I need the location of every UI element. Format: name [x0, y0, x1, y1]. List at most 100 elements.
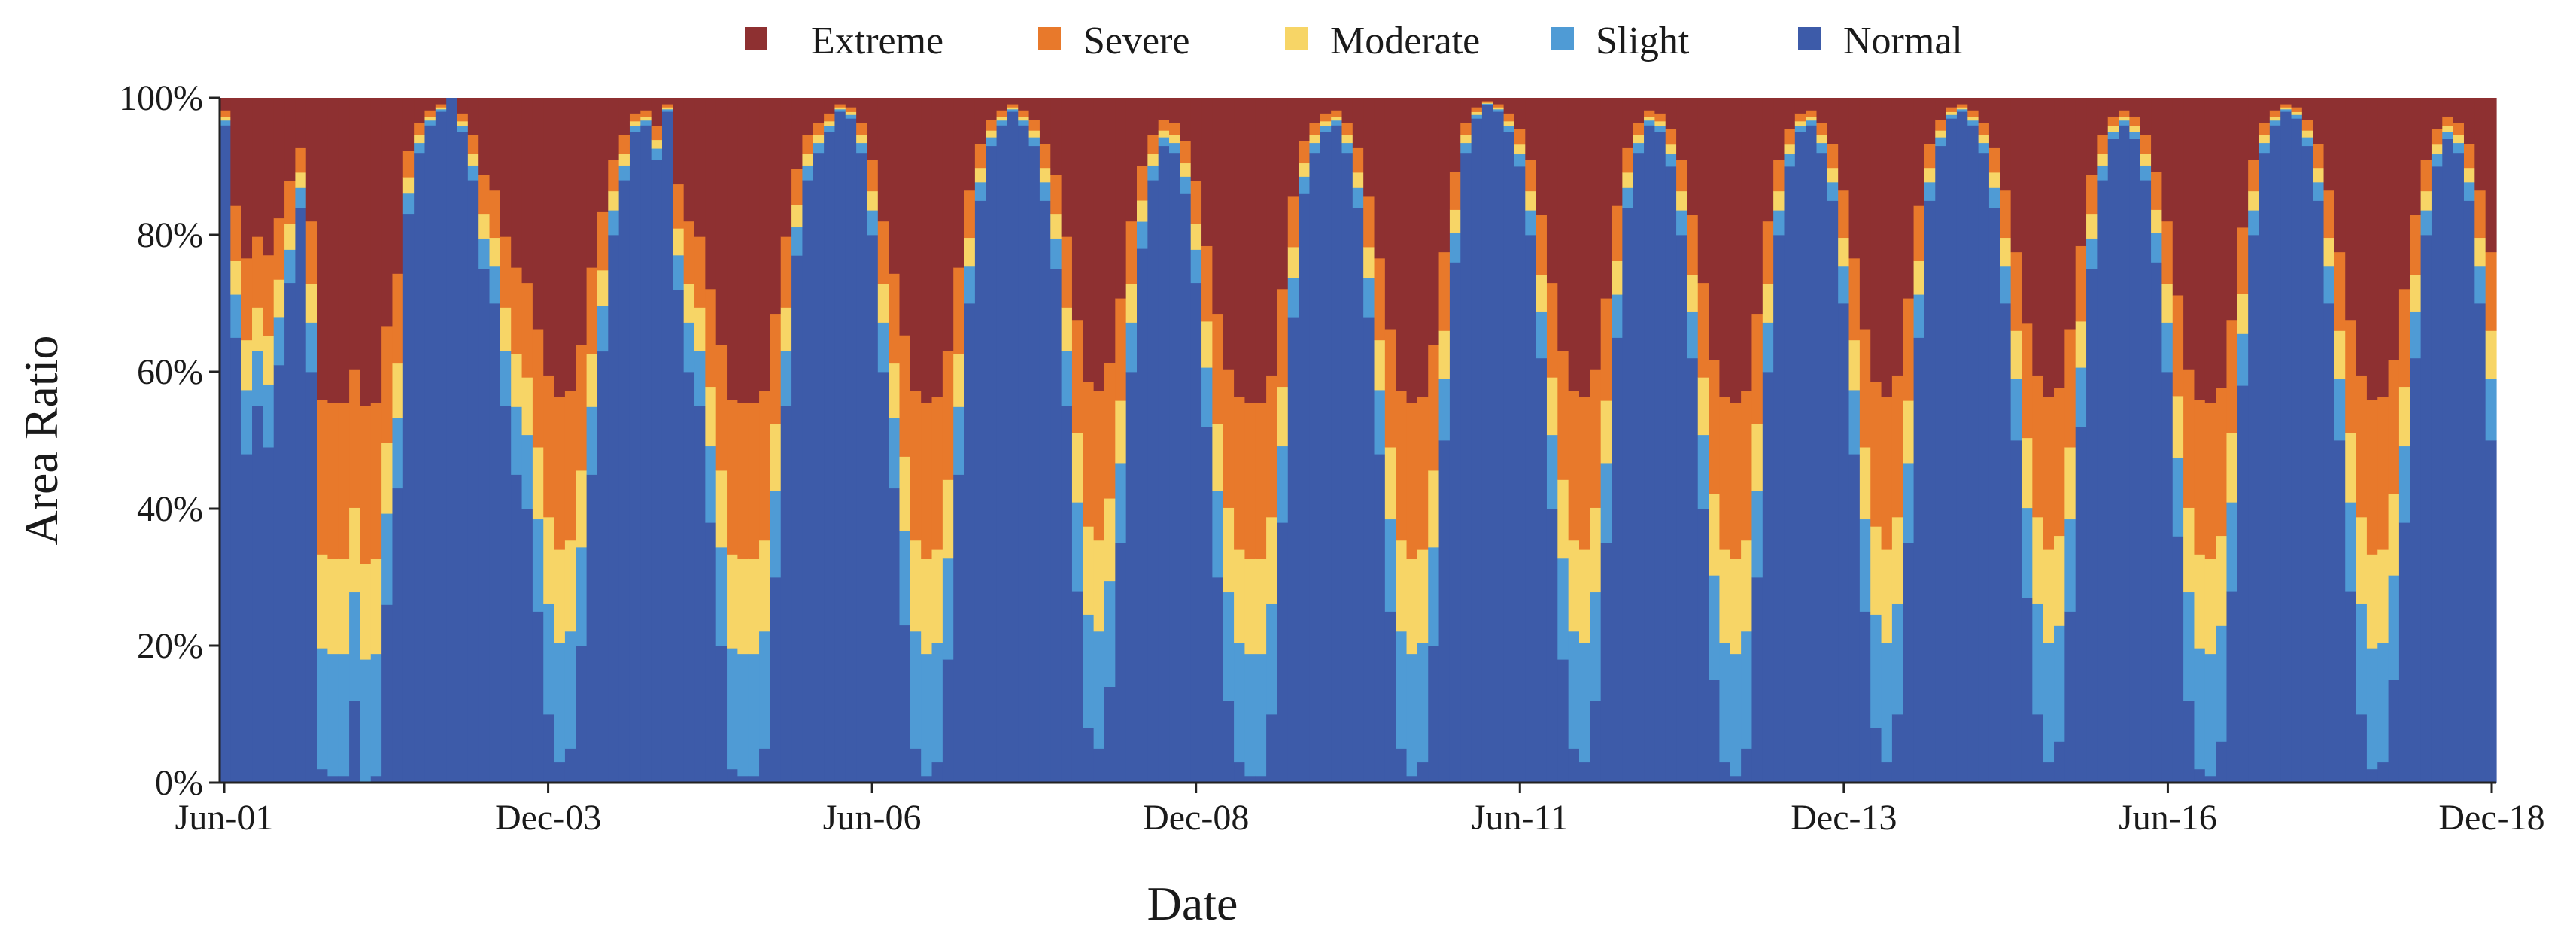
bar-segment-normal	[1622, 207, 1634, 783]
bar-segment-extreme	[1697, 98, 1709, 284]
bar-segment-normal	[1806, 125, 1818, 783]
bar-segment-moderate	[2086, 214, 2098, 239]
bar-segment-moderate	[2377, 549, 2389, 643]
bar-segment-moderate	[1924, 167, 1936, 183]
bar-segment-moderate	[2054, 535, 2065, 626]
bar-segment-moderate	[2107, 126, 2119, 132]
bar-segment-extreme	[1115, 98, 1127, 299]
legend-label-severe: Severe	[1083, 20, 1189, 62]
bar-segment-normal	[845, 118, 857, 783]
bar-segment-extreme	[1913, 98, 1925, 206]
bar-segment-normal	[780, 406, 792, 783]
bar-segment-moderate	[381, 442, 393, 514]
bar-segment-slight	[478, 238, 491, 269]
bar-segment-moderate	[1050, 214, 1062, 239]
bar-segment-severe	[974, 144, 986, 169]
bar-segment-extreme	[834, 98, 846, 105]
bar-segment-severe	[2086, 175, 2098, 215]
bar-segment-slight	[532, 519, 544, 612]
bar-segment-extreme	[1709, 98, 1721, 360]
bar-segment-severe	[2259, 122, 2271, 135]
bar-segment-moderate	[1158, 130, 1170, 138]
bar-segment-extreme	[1471, 98, 1483, 108]
bar-segment-slight	[2097, 165, 2109, 181]
bar-segment-normal	[1331, 125, 1343, 783]
bar-segment-moderate	[1913, 260, 1925, 295]
bar-segment-severe	[1406, 403, 1418, 560]
bar-segment-extreme	[2107, 98, 2119, 117]
bar-segment-moderate	[748, 558, 760, 655]
bar-segment-slight	[2151, 233, 2163, 263]
bar-segment-extreme	[618, 98, 630, 135]
bar-segment-slight	[1719, 642, 1731, 763]
bar-segment-extreme	[1363, 98, 1375, 197]
bar-segment-moderate	[1363, 247, 1375, 278]
bar-segment-slight	[2216, 625, 2228, 742]
bar-segment-normal	[1158, 145, 1170, 783]
bar-segment-extreme	[532, 98, 544, 330]
bar-segment-normal	[597, 351, 609, 783]
bar-segment-severe	[1903, 298, 1915, 401]
bar-segment-severe	[2334, 251, 2346, 331]
bar-segment-slight	[1460, 142, 1472, 154]
bar-segment-slight	[1557, 558, 1569, 660]
bar-segment-moderate	[996, 116, 1008, 121]
bar-segment-moderate	[1406, 558, 1418, 655]
bar-segment-severe	[1137, 166, 1148, 201]
bar-segment-slight	[2226, 502, 2238, 592]
legend-swatch-moderate	[1285, 27, 1308, 50]
bar-segment-slight	[2463, 181, 2475, 201]
bar-segment-moderate	[2398, 386, 2410, 447]
bar-segment-normal	[1299, 193, 1311, 783]
bar-segment-severe	[500, 236, 512, 308]
bar-segment-severe	[1967, 110, 1979, 117]
bar-segment-severe	[2129, 116, 2141, 126]
bar-segment-severe	[295, 147, 307, 173]
bar-segment-slight	[2398, 446, 2410, 523]
bar-segment-normal	[2107, 138, 2119, 783]
bar-segment-moderate	[2119, 116, 2130, 121]
bar-segment-moderate	[824, 120, 836, 126]
bar-segment-slight	[1039, 181, 1051, 201]
bar-segment-normal	[489, 303, 501, 783]
bar-segment-severe	[931, 397, 943, 550]
bar-segment-moderate	[2345, 433, 2357, 503]
bar-segment-normal	[2280, 111, 2292, 783]
bar-segment-extreme	[845, 98, 857, 108]
bar-segment-slight	[1428, 546, 1440, 646]
bar-segment-slight	[295, 187, 307, 208]
bar-segment-extreme	[2431, 98, 2443, 129]
bar-segment-extreme	[2291, 98, 2303, 108]
bar-segment-extreme	[435, 98, 447, 105]
bar-segment-moderate	[402, 177, 415, 194]
y-tick-label: 40%	[137, 489, 203, 529]
bar-segment-moderate	[1352, 172, 1364, 188]
bar-segment-extreme	[1762, 98, 1774, 222]
bar-segment-normal	[2194, 768, 2206, 783]
bar-segment-moderate	[338, 558, 350, 655]
bar-segment-slight	[2485, 379, 2497, 441]
bar-segment-severe	[1223, 369, 1235, 508]
bar-segment-normal	[230, 337, 242, 783]
bar-segment-extreme	[2086, 98, 2098, 175]
bar-segment-normal	[2463, 200, 2475, 783]
bar-segment-slight	[1384, 519, 1396, 612]
bar-segment-moderate	[780, 307, 792, 351]
bar-segment-severe	[1730, 403, 1742, 560]
bar-segment-severe	[2442, 116, 2454, 126]
bar-segment-moderate	[252, 307, 263, 351]
bar-segment-slight	[1201, 367, 1213, 427]
bar-segment-moderate	[2410, 275, 2422, 312]
bar-segment-extreme	[1180, 98, 1192, 141]
bar-segment-extreme	[500, 98, 512, 237]
bar-segment-moderate	[1438, 330, 1451, 379]
bar-segment-severe	[1083, 381, 1095, 527]
bar-segment-moderate	[845, 111, 857, 115]
bar-segment-normal	[705, 522, 717, 783]
bar-segment-normal	[1083, 728, 1095, 783]
bar-segment-extreme	[1612, 98, 1623, 206]
legend-swatch-normal	[1798, 27, 1821, 50]
bar-segment-normal	[1665, 166, 1677, 783]
bar-segment-normal	[1244, 775, 1256, 783]
bar-segment-slight	[1180, 176, 1192, 194]
